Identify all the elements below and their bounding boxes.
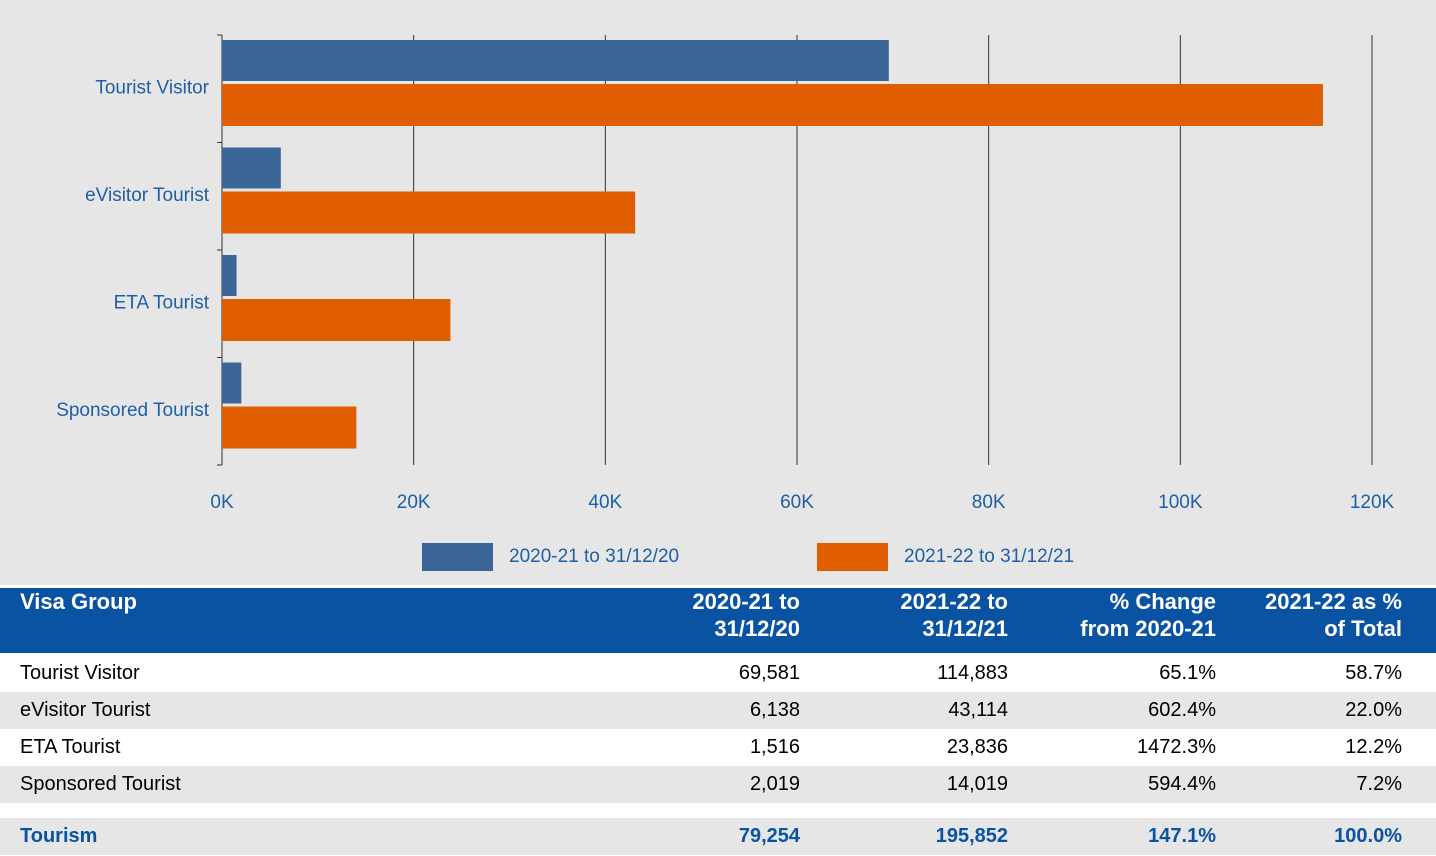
legend-swatch — [817, 543, 888, 571]
legend-label: 2020-21 to 31/12/20 — [509, 546, 679, 567]
y-tick-label: Tourist Visitor — [95, 77, 209, 98]
cell-value: 100.0% — [1334, 825, 1402, 847]
legend-swatch — [422, 543, 493, 571]
cell-value: 147.1% — [1148, 825, 1216, 847]
cell-value: 14,019 — [946, 773, 1008, 795]
x-tick-label: 120K — [1350, 492, 1395, 513]
cell-value: 2021-22 to 31/12/21 — [900, 589, 1008, 641]
cell-value: 58.7% — [1345, 662, 1402, 684]
table-row: Sponsored Tourist 2,019 14,019 594.4% 7.2% — [0, 766, 1436, 803]
cell-value: 594.4% — [1148, 773, 1216, 795]
legend-label: 2021-22 to 31/12/21 — [904, 546, 1074, 567]
cell-value: 2020-21 to 31/12/20 — [692, 589, 800, 641]
cell-value: 602.4% — [1148, 699, 1216, 721]
x-tick-label: 80K — [972, 492, 1006, 513]
x-tick-label: 20K — [397, 492, 431, 513]
bar — [222, 255, 237, 296]
cell-value: 79,254 — [738, 825, 800, 847]
bar — [222, 191, 636, 234]
row-label: Tourism — [20, 825, 98, 847]
bar — [222, 147, 281, 189]
cell-value: 65.1% — [1159, 662, 1216, 684]
cell-value: 22.0% — [1345, 699, 1402, 721]
cell-value: 195,852 — [935, 825, 1008, 847]
bar — [222, 84, 1323, 126]
y-tick-label: eVisitor Tourist — [85, 185, 210, 206]
x-tick-label: 100K — [1158, 492, 1203, 513]
cell-value: 2021-22 as % of Total — [1265, 589, 1402, 641]
x-tick-label: 60K — [780, 492, 814, 513]
row-label: Tourist Visitor — [20, 662, 140, 684]
row-label: Sponsored Tourist — [20, 773, 181, 795]
cell-value: 12.2% — [1345, 736, 1402, 758]
row-label: ETA Tourist — [20, 736, 121, 758]
table-row: ETA Tourist 1,516 23,836 1472.3% 12.2% — [0, 729, 1436, 766]
bar — [222, 40, 889, 81]
cell-value: 6,138 — [749, 699, 800, 721]
cell-value: % Change from 2020-21 — [1080, 589, 1216, 641]
cell-value: 2,019 — [749, 773, 800, 795]
row-label: eVisitor Tourist — [20, 699, 151, 721]
total-row: Tourism 79,254 195,852 147.1% 100.0% — [0, 818, 1436, 855]
cell-value: 23,836 — [946, 736, 1008, 758]
chart: 0K 20K 40K 60K 80K 100K 120K Tourist Visitor eVi… — [0, 0, 1436, 585]
cell-value: 114,883 — [937, 662, 1008, 684]
cell-value: 1,516 — [749, 736, 800, 758]
cell-value: 43,114 — [948, 699, 1008, 721]
cell-value: 1472.3% — [1137, 736, 1216, 758]
bar — [222, 362, 242, 404]
bar — [222, 299, 451, 341]
y-tick-label: ETA Tourist — [114, 292, 210, 313]
y-tick-label: Sponsored Tourist — [56, 400, 210, 421]
x-tick-label: 0K — [210, 492, 234, 513]
row-label: Visa Group — [20, 589, 137, 614]
table-header: Visa Group 2020-21 to 31/12/20 2021-22 to … — [0, 588, 1436, 653]
cell-value: 69,581 — [738, 662, 800, 684]
bar — [222, 406, 357, 449]
x-tick-label: 40K — [588, 492, 622, 513]
cell-value: 7.2% — [1356, 773, 1402, 795]
table-row: eVisitor Tourist 6,138 43,114 602.4% 22.0% — [0, 692, 1436, 729]
table-row: Tourist Visitor 69,581 114,883 65.1% 58.7% — [0, 655, 1436, 692]
table: Visa Group 2020-21 to 31/12/20 2021-22 to … — [0, 588, 1436, 855]
